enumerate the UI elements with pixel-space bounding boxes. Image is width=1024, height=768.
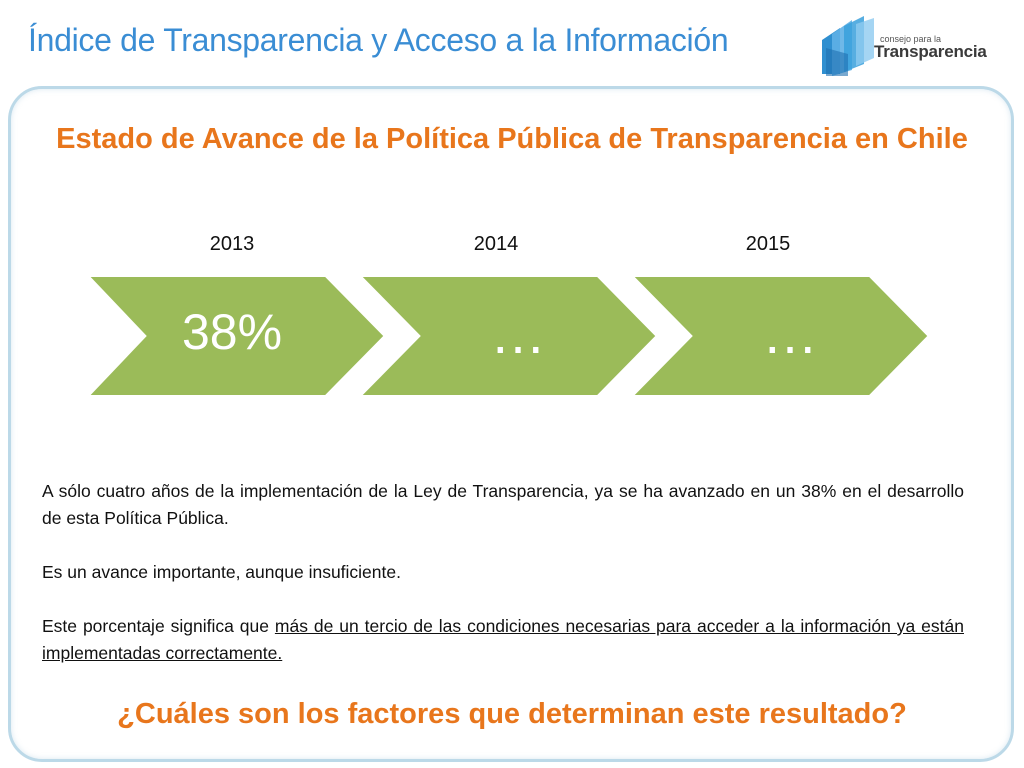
page-header-title: Índice de Transparencia y Acceso a la In… <box>28 22 729 58</box>
year-label-2013: 2013 <box>209 233 255 255</box>
paragraph-meaning-prefix: Este porcentaje significa que <box>42 616 275 636</box>
paragraph-assessment: Es un avance importante, aunque insufici… <box>42 562 401 582</box>
chevron-2013 <box>81 273 389 399</box>
logo-mark-icon <box>822 16 874 76</box>
logo-subtitle: consejo para la <box>880 34 942 44</box>
progress-chevrons: 38% … … <box>81 273 936 404</box>
body-text: A sólo cuatro años de la implementación … <box>42 478 964 667</box>
year-label-2015: 2015 <box>745 233 791 255</box>
paragraph-meaning-underlined: más de un tercio de las condiciones nece… <box>42 616 964 663</box>
chevron-value-2014: … <box>490 302 546 365</box>
consejo-transparencia-logo: consejo para la Transparencia <box>818 14 994 78</box>
chevron-shapes <box>81 273 933 399</box>
chevron-2014 <box>353 273 661 399</box>
paragraph-implementation: A sólo cuatro años de la implementación … <box>42 481 964 528</box>
chevron-value-2015: … <box>762 302 818 365</box>
chevron-value-2013: 38% <box>181 304 283 360</box>
content-frame <box>8 86 1014 762</box>
year-label-2014: 2014 <box>473 233 519 255</box>
slide-title: Estado de Avance de la Política Pública … <box>56 123 968 155</box>
closing-question: ¿Cuáles son los factores que determinan … <box>117 698 907 730</box>
chevron-2015 <box>625 273 933 399</box>
paragraph-meaning: Este porcentaje significa que más de un … <box>42 613 964 667</box>
logo-wordmark: Transparencia <box>874 42 987 61</box>
